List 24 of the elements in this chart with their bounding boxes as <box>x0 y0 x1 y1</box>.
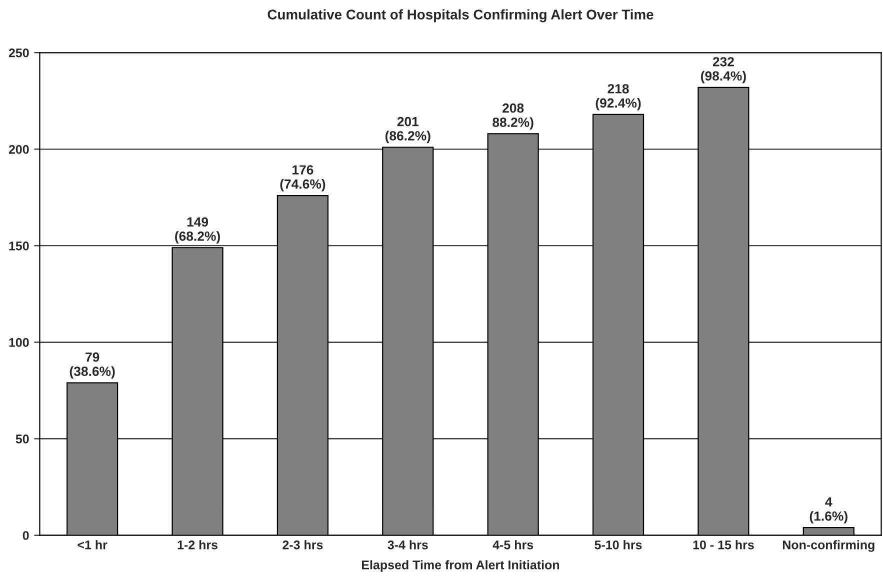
x-tick-label: 3-4 hrs <box>388 540 428 550</box>
x-axis-title: Elapsed Time from Alert Initiation <box>362 560 560 572</box>
y-tick-label: 250 <box>8 48 29 58</box>
x-tick-label: 10 - 15 hrs <box>693 540 754 550</box>
y-tick-label: 50 <box>16 434 29 444</box>
data-label: 176 (74.6%) <box>280 165 326 192</box>
data-label: 4 (1.6%) <box>810 497 848 524</box>
x-tick-label: 4-5 hrs <box>492 540 534 550</box>
data-label: 149 (68.2%) <box>175 217 220 244</box>
data-label: 79 (38.6%) <box>70 352 115 379</box>
x-tick-label: Non-confirming <box>782 540 874 552</box>
data-label: 208 88.2%) <box>492 103 534 130</box>
data-label: 218 (92.4%) <box>596 84 641 110</box>
y-tick-label: 200 <box>8 144 29 154</box>
x-tick-label: 5-10 hrs <box>594 540 642 550</box>
y-tick-label: 0 <box>22 531 29 540</box>
x-tick-label: 1-2 hrs <box>178 540 218 550</box>
y-tick-label: 150 <box>9 242 29 250</box>
x-tick-label: 2-3 hrs <box>282 540 323 550</box>
data-label: 201 (86.2%) <box>385 116 430 144</box>
y-tick-label: 100 <box>9 338 29 347</box>
chart-title: Cumulative Count of Hospitals Confirming Alert Over Time <box>268 9 654 22</box>
x-tick-label: <1 hr <box>78 540 108 550</box>
data-label: 232 (98.4%) <box>701 57 746 84</box>
